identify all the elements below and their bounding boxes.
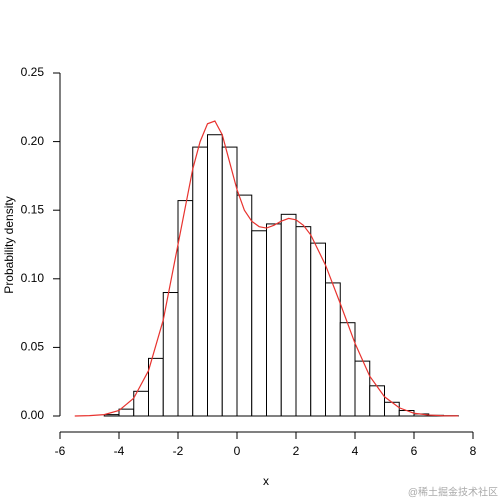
- x-tick-label: -6: [55, 444, 66, 458]
- bar: [354, 360, 371, 417]
- bar: [251, 230, 267, 417]
- bar: [207, 134, 223, 417]
- bar: [310, 242, 326, 417]
- bar: [384, 401, 400, 417]
- bar: [103, 414, 120, 417]
- bar: [295, 226, 312, 417]
- bar: [118, 408, 135, 417]
- y-tick-label: 0.10: [21, 271, 45, 285]
- bar: [148, 357, 164, 417]
- y-tick-label: 0.25: [21, 65, 45, 79]
- y-tick-label: 0.00: [21, 408, 45, 422]
- x-tick-label: 8: [470, 444, 477, 458]
- y-tick-label: 0.15: [21, 202, 45, 216]
- x-tick-label: 4: [352, 444, 359, 458]
- x-tick-label: -2: [173, 444, 184, 458]
- x-tick-label: 6: [411, 444, 418, 458]
- watermark: @稀土掘金技术社区: [408, 486, 498, 499]
- y-axis-label: Probability density: [2, 196, 16, 293]
- bar: [398, 410, 415, 417]
- bar: [325, 282, 341, 417]
- x-axis-label: x: [263, 474, 269, 488]
- y-tick-label: 0.05: [21, 340, 45, 354]
- x-tick-label: 2: [293, 444, 300, 458]
- bar: [369, 385, 385, 417]
- bar: [221, 146, 238, 417]
- bar: [236, 194, 253, 417]
- x-tick-label: -4: [114, 444, 125, 458]
- bar: [266, 223, 282, 417]
- bar: [192, 146, 208, 417]
- y-tick-label: 0.20: [21, 134, 45, 148]
- x-tick-label: 0: [234, 444, 241, 458]
- bar: [280, 213, 297, 417]
- density-curve: [74, 120, 459, 417]
